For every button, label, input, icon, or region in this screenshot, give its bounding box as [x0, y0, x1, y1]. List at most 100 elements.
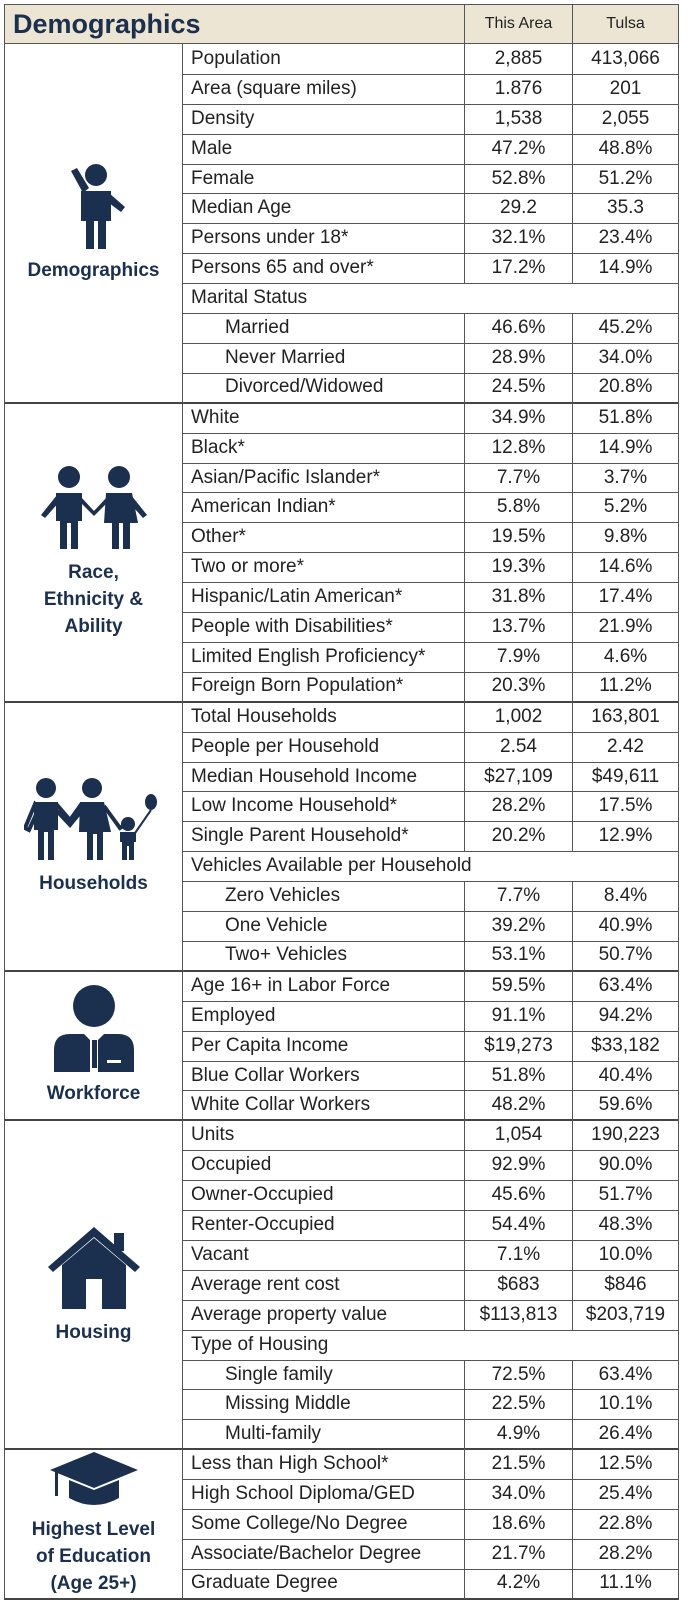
this-area-value: 59.5%	[465, 970, 573, 1002]
this-area-value: 20.2%	[465, 821, 573, 853]
table-title: Demographics	[4, 4, 465, 44]
row-label: Blue Collar Workers	[183, 1060, 465, 1092]
this-area-value: 22.5%	[465, 1389, 573, 1421]
row-label: People with Disabilities*	[183, 612, 465, 643]
this-area-value: 17.2%	[465, 253, 573, 285]
tulsa-value: 51.7%	[573, 1180, 679, 1212]
this-area-value: 47.2%	[465, 133, 573, 165]
row-label: Density	[183, 103, 465, 135]
row-label: Median Household Income	[183, 761, 465, 793]
this-area-value: 29.2	[465, 193, 573, 225]
tulsa-value: $33,182	[573, 1030, 679, 1062]
row-label: Never Married	[183, 343, 465, 374]
section-label-line: Ability	[64, 616, 123, 638]
row-label: White Collar Workers	[183, 1090, 465, 1122]
row-label: Vacant	[183, 1240, 465, 1271]
tulsa-value: 51.8%	[573, 402, 679, 434]
this-area-value: 39.2%	[465, 911, 573, 942]
this-area-value: 21.7%	[465, 1539, 573, 1570]
tulsa-value: 48.8%	[573, 133, 679, 165]
row-label: Persons 65 and over*	[183, 253, 465, 285]
tulsa-value: 26.4%	[573, 1419, 679, 1451]
tulsa-value: 63.4%	[573, 1359, 679, 1391]
row-label: Black*	[183, 432, 465, 464]
section-icon	[49, 1450, 139, 1510]
this-area-value: 92.9%	[465, 1150, 573, 1182]
this-area-value: 2,885	[465, 44, 573, 75]
section-icon	[59, 161, 129, 251]
tulsa-value: 59.6%	[573, 1090, 679, 1122]
this-area-value: 32.1%	[465, 223, 573, 255]
row-label: People per Household	[183, 731, 465, 763]
tulsa-value: 90.0%	[573, 1150, 679, 1182]
section-label-line: Race,	[68, 562, 119, 584]
this-area-value: 7.7%	[465, 462, 573, 494]
tulsa-value: 10.0%	[573, 1240, 679, 1271]
this-area-value: 51.8%	[465, 1060, 573, 1092]
row-label: Married	[183, 313, 465, 344]
row-label: Population	[183, 44, 465, 75]
column-header: This Area	[465, 4, 573, 44]
tulsa-value: 8.4%	[573, 881, 679, 913]
section-label-line: Highest Level	[31, 1519, 156, 1541]
this-area-value: 5.8%	[465, 492, 573, 524]
this-area-value: 46.6%	[465, 313, 573, 344]
tulsa-value: 25.4%	[573, 1479, 679, 1511]
this-area-value: 1,538	[465, 103, 573, 135]
tulsa-value: 2.42	[573, 731, 679, 763]
this-area-value: 1,054	[465, 1120, 573, 1152]
tulsa-value: 20.8%	[573, 372, 679, 404]
row-label: Average property value	[183, 1299, 465, 1331]
this-area-value: 7.9%	[465, 642, 573, 673]
row-label: Zero Vehicles	[183, 881, 465, 913]
tulsa-value: 10.1%	[573, 1389, 679, 1421]
row-label: Median Age	[183, 193, 465, 225]
tulsa-value: 413,066	[573, 44, 679, 75]
row-label: Male	[183, 133, 465, 165]
section-icon	[39, 463, 149, 553]
this-area-value: 18.6%	[465, 1509, 573, 1540]
tulsa-value: 50.7%	[573, 941, 679, 972]
this-area-value: 20.3%	[465, 671, 573, 703]
this-area-value: 48.2%	[465, 1090, 573, 1122]
this-area-value: 4.2%	[465, 1568, 573, 1600]
tulsa-value: 45.2%	[573, 313, 679, 344]
row-label: Other*	[183, 522, 465, 554]
tulsa-value: 12.5%	[573, 1449, 679, 1481]
tulsa-value: 51.2%	[573, 163, 679, 195]
tulsa-value: 4.6%	[573, 642, 679, 673]
group-label: Marital Status	[183, 283, 679, 315]
row-label: Graduate Degree	[183, 1568, 465, 1600]
section-icon	[21, 774, 164, 864]
row-label: Per Capita Income	[183, 1030, 465, 1062]
section-icon	[44, 1223, 144, 1313]
tulsa-value: 201	[573, 73, 679, 105]
section-label: Households	[4, 701, 183, 972]
this-area-value: 7.7%	[465, 881, 573, 913]
tulsa-value: 9.8%	[573, 522, 679, 554]
tulsa-value: 21.9%	[573, 612, 679, 643]
row-label: Age 16+ in Labor Force	[183, 970, 465, 1002]
section-label: Race, Ethnicity & Ability	[4, 402, 183, 703]
section-label-line: (Age 25+)	[50, 1573, 137, 1595]
tulsa-value: 48.3%	[573, 1210, 679, 1241]
this-area-value: 2.54	[465, 731, 573, 763]
this-area-value: 91.1%	[465, 1000, 573, 1032]
tulsa-value: 40.4%	[573, 1060, 679, 1092]
tulsa-value: $846	[573, 1269, 679, 1301]
this-area-value: 31.8%	[465, 582, 573, 614]
row-label: Missing Middle	[183, 1389, 465, 1421]
row-label: Divorced/Widowed	[183, 372, 465, 404]
row-label: High School Diploma/GED	[183, 1479, 465, 1511]
row-label: Owner-Occupied	[183, 1180, 465, 1212]
this-area-value: 4.9%	[465, 1419, 573, 1451]
tulsa-value: 14.6%	[573, 552, 679, 584]
section-label-line: Workforce	[46, 1082, 141, 1104]
this-area-value: $27,109	[465, 761, 573, 793]
row-label: Renter-Occupied	[183, 1210, 465, 1241]
tulsa-value: $203,719	[573, 1299, 679, 1331]
section-label: Housing	[4, 1120, 183, 1451]
section-label: Highest Level of Education (Age 25+)	[4, 1449, 183, 1600]
tulsa-value: 190,223	[573, 1120, 679, 1152]
group-label: Vehicles Available per Household	[183, 851, 679, 883]
